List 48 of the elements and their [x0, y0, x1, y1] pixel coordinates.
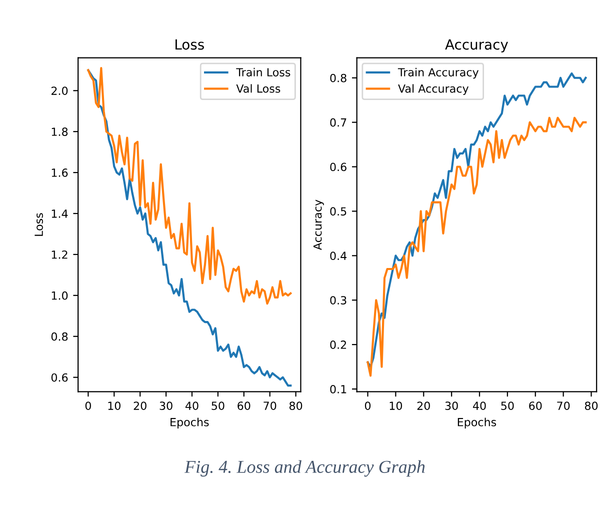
x-tick-label: 80 [289, 402, 302, 410]
line-series [87, 69, 292, 387]
x-tick-label: 40 [472, 402, 486, 410]
x-tick-label: 70 [557, 402, 570, 410]
x-tick-label: 10 [390, 402, 402, 410]
y-tick-label: 0.2 [330, 340, 346, 349]
x-tick-label: 50 [501, 402, 514, 410]
line-series [366, 116, 587, 377]
caption: Fig. 4. Loss and Accuracy Graph [184, 460, 425, 477]
y-tick-label: 0.7 [330, 118, 346, 127]
y-tick-label: 1.2 [52, 250, 68, 259]
x-tick-label: 10 [108, 402, 120, 410]
x-tick-label: 60 [238, 402, 250, 410]
y-tick-label: 2.0 [52, 86, 68, 96]
y-tick-label: 0.8 [330, 74, 346, 82]
y-tick-label: 0.8 [51, 332, 68, 341]
x-tick-label: 80 [584, 402, 598, 410]
x-tick-label: 20 [134, 402, 146, 410]
y-tick-label: 1.8 [52, 128, 68, 136]
y-axis-title: Loss [34, 213, 43, 236]
y-tick-label: 0.6 [330, 162, 346, 172]
x-tick-label: 30 [160, 402, 172, 410]
x-tick-label: 20 [417, 402, 430, 410]
y-tick-label: 0.1 [330, 384, 346, 394]
x-tick-label: 50 [212, 402, 224, 410]
y-tick-label: 1.4 [52, 210, 68, 218]
y-tick-label: 0.6 [51, 373, 68, 382]
chart-title: Loss [176, 39, 204, 50]
x-tick-label: 70 [264, 402, 276, 410]
legend-label: Val Loss [236, 84, 280, 93]
y-tick-label: 0.5 [330, 207, 346, 216]
x-tick-label: 0 [85, 402, 91, 410]
legend-label: Train Accuracy [398, 68, 479, 79]
x-tick-label: 40 [185, 402, 198, 410]
x-axis-title: Epochs [170, 418, 209, 428]
y-tick-label: 1.6 [52, 168, 68, 177]
y-tick-label: 0.4 [330, 252, 347, 260]
y-tick-label: 1.0 [52, 291, 68, 300]
x-tick-label: 60 [529, 402, 542, 410]
y-tick-label: 0.3 [330, 296, 346, 304]
x-tick-label: 30 [445, 402, 458, 410]
x-axis-title: Epochs [458, 418, 496, 428]
chart-title: Accuracy [445, 39, 508, 52]
legend-label: Val Accuracy [398, 84, 469, 95]
x-tick-label: 0 [364, 402, 371, 410]
legend-label: Train Loss [236, 68, 290, 76]
y-axis-title: Accuracy [313, 200, 324, 250]
line-series [87, 67, 292, 305]
